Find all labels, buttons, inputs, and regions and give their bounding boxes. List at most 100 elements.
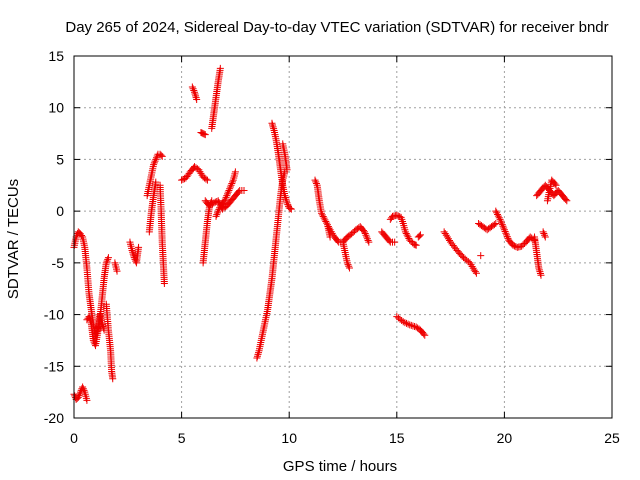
data-point — [212, 212, 220, 220]
chart-title: Day 265 of 2024, Sidereal Day-to-day VTE… — [65, 19, 608, 36]
data-point — [80, 386, 88, 394]
data-point — [326, 233, 334, 241]
data-point — [536, 269, 544, 277]
data-point — [406, 321, 414, 329]
data-point — [128, 246, 136, 254]
data-point — [190, 86, 198, 94]
x-tick-label: 5 — [178, 430, 186, 446]
data-point — [213, 209, 221, 217]
data-point — [394, 212, 402, 220]
data-point — [196, 168, 204, 176]
x-tick-label: 10 — [281, 430, 297, 446]
data-point — [269, 123, 277, 131]
data-point — [160, 280, 168, 288]
data-point — [494, 212, 502, 220]
data-point — [365, 238, 373, 246]
data-point — [224, 188, 232, 196]
data-point — [226, 183, 234, 191]
data-point — [113, 267, 121, 275]
data-point — [99, 322, 107, 330]
data-point — [269, 121, 277, 129]
data-point — [214, 197, 222, 205]
data-point — [497, 217, 505, 225]
data-point — [268, 119, 276, 127]
data-point — [562, 196, 570, 204]
data-point — [403, 231, 411, 239]
data-point — [535, 266, 543, 274]
data-point — [362, 231, 370, 239]
data-point — [99, 321, 107, 329]
y-tick-label: 5 — [56, 151, 64, 167]
data-point — [359, 227, 367, 235]
data-point — [391, 238, 399, 246]
data-point — [150, 161, 158, 169]
data-point — [74, 393, 82, 401]
data-point — [492, 220, 500, 228]
data-point — [399, 318, 407, 326]
data-point — [541, 231, 549, 239]
data-point — [158, 152, 166, 160]
data-point — [312, 178, 320, 186]
data-point — [202, 175, 210, 183]
data-point — [188, 83, 196, 91]
data-point — [495, 214, 503, 222]
data-point — [496, 215, 504, 223]
data-point — [79, 383, 87, 391]
data-point — [468, 262, 476, 270]
data-point — [404, 233, 412, 241]
data-point — [499, 222, 507, 230]
data-point — [539, 228, 547, 236]
data-point — [197, 169, 205, 177]
data-point — [229, 178, 237, 186]
data-point — [334, 237, 342, 245]
data-point — [213, 211, 221, 219]
y-tick-label: 15 — [48, 48, 64, 64]
data-point — [255, 349, 263, 357]
data-point — [492, 207, 500, 215]
data-point — [192, 94, 200, 102]
data-point — [420, 330, 428, 338]
data-point — [401, 319, 409, 327]
data-point — [231, 168, 239, 176]
data-point — [471, 268, 479, 276]
data-point — [509, 241, 517, 249]
y-tick-label: -10 — [44, 307, 64, 323]
plot-frame — [73, 55, 613, 419]
data-point — [103, 257, 111, 265]
data-point — [363, 235, 371, 243]
data-point — [537, 271, 545, 279]
data-point — [472, 269, 480, 277]
data-point — [287, 205, 295, 213]
data-point — [283, 166, 291, 174]
data-point — [411, 322, 419, 330]
data-point — [364, 236, 372, 244]
data-point — [215, 205, 223, 213]
data-point — [179, 175, 187, 183]
data-point — [104, 254, 112, 262]
data-point — [563, 197, 571, 205]
x-tick-label: 15 — [389, 430, 405, 446]
y-tick-label: -20 — [44, 410, 64, 426]
data-point — [503, 231, 511, 239]
data-point — [224, 190, 232, 198]
data-point — [281, 192, 289, 200]
data-point — [152, 178, 160, 186]
data-point — [270, 125, 278, 133]
y-tick-label: 0 — [56, 203, 64, 219]
data-point — [157, 151, 165, 159]
data-point — [493, 209, 501, 217]
data-point — [323, 219, 331, 227]
data-point — [152, 155, 160, 163]
data-point — [129, 250, 137, 258]
data-point — [235, 188, 243, 196]
data-point — [500, 224, 508, 232]
data-point — [191, 90, 199, 98]
data-point — [535, 264, 543, 272]
x-axis-label: GPS time / hours — [283, 458, 397, 475]
data-point — [195, 166, 203, 174]
data-point — [401, 228, 409, 236]
data-point — [216, 64, 224, 72]
y-tick-label: -5 — [52, 255, 65, 271]
